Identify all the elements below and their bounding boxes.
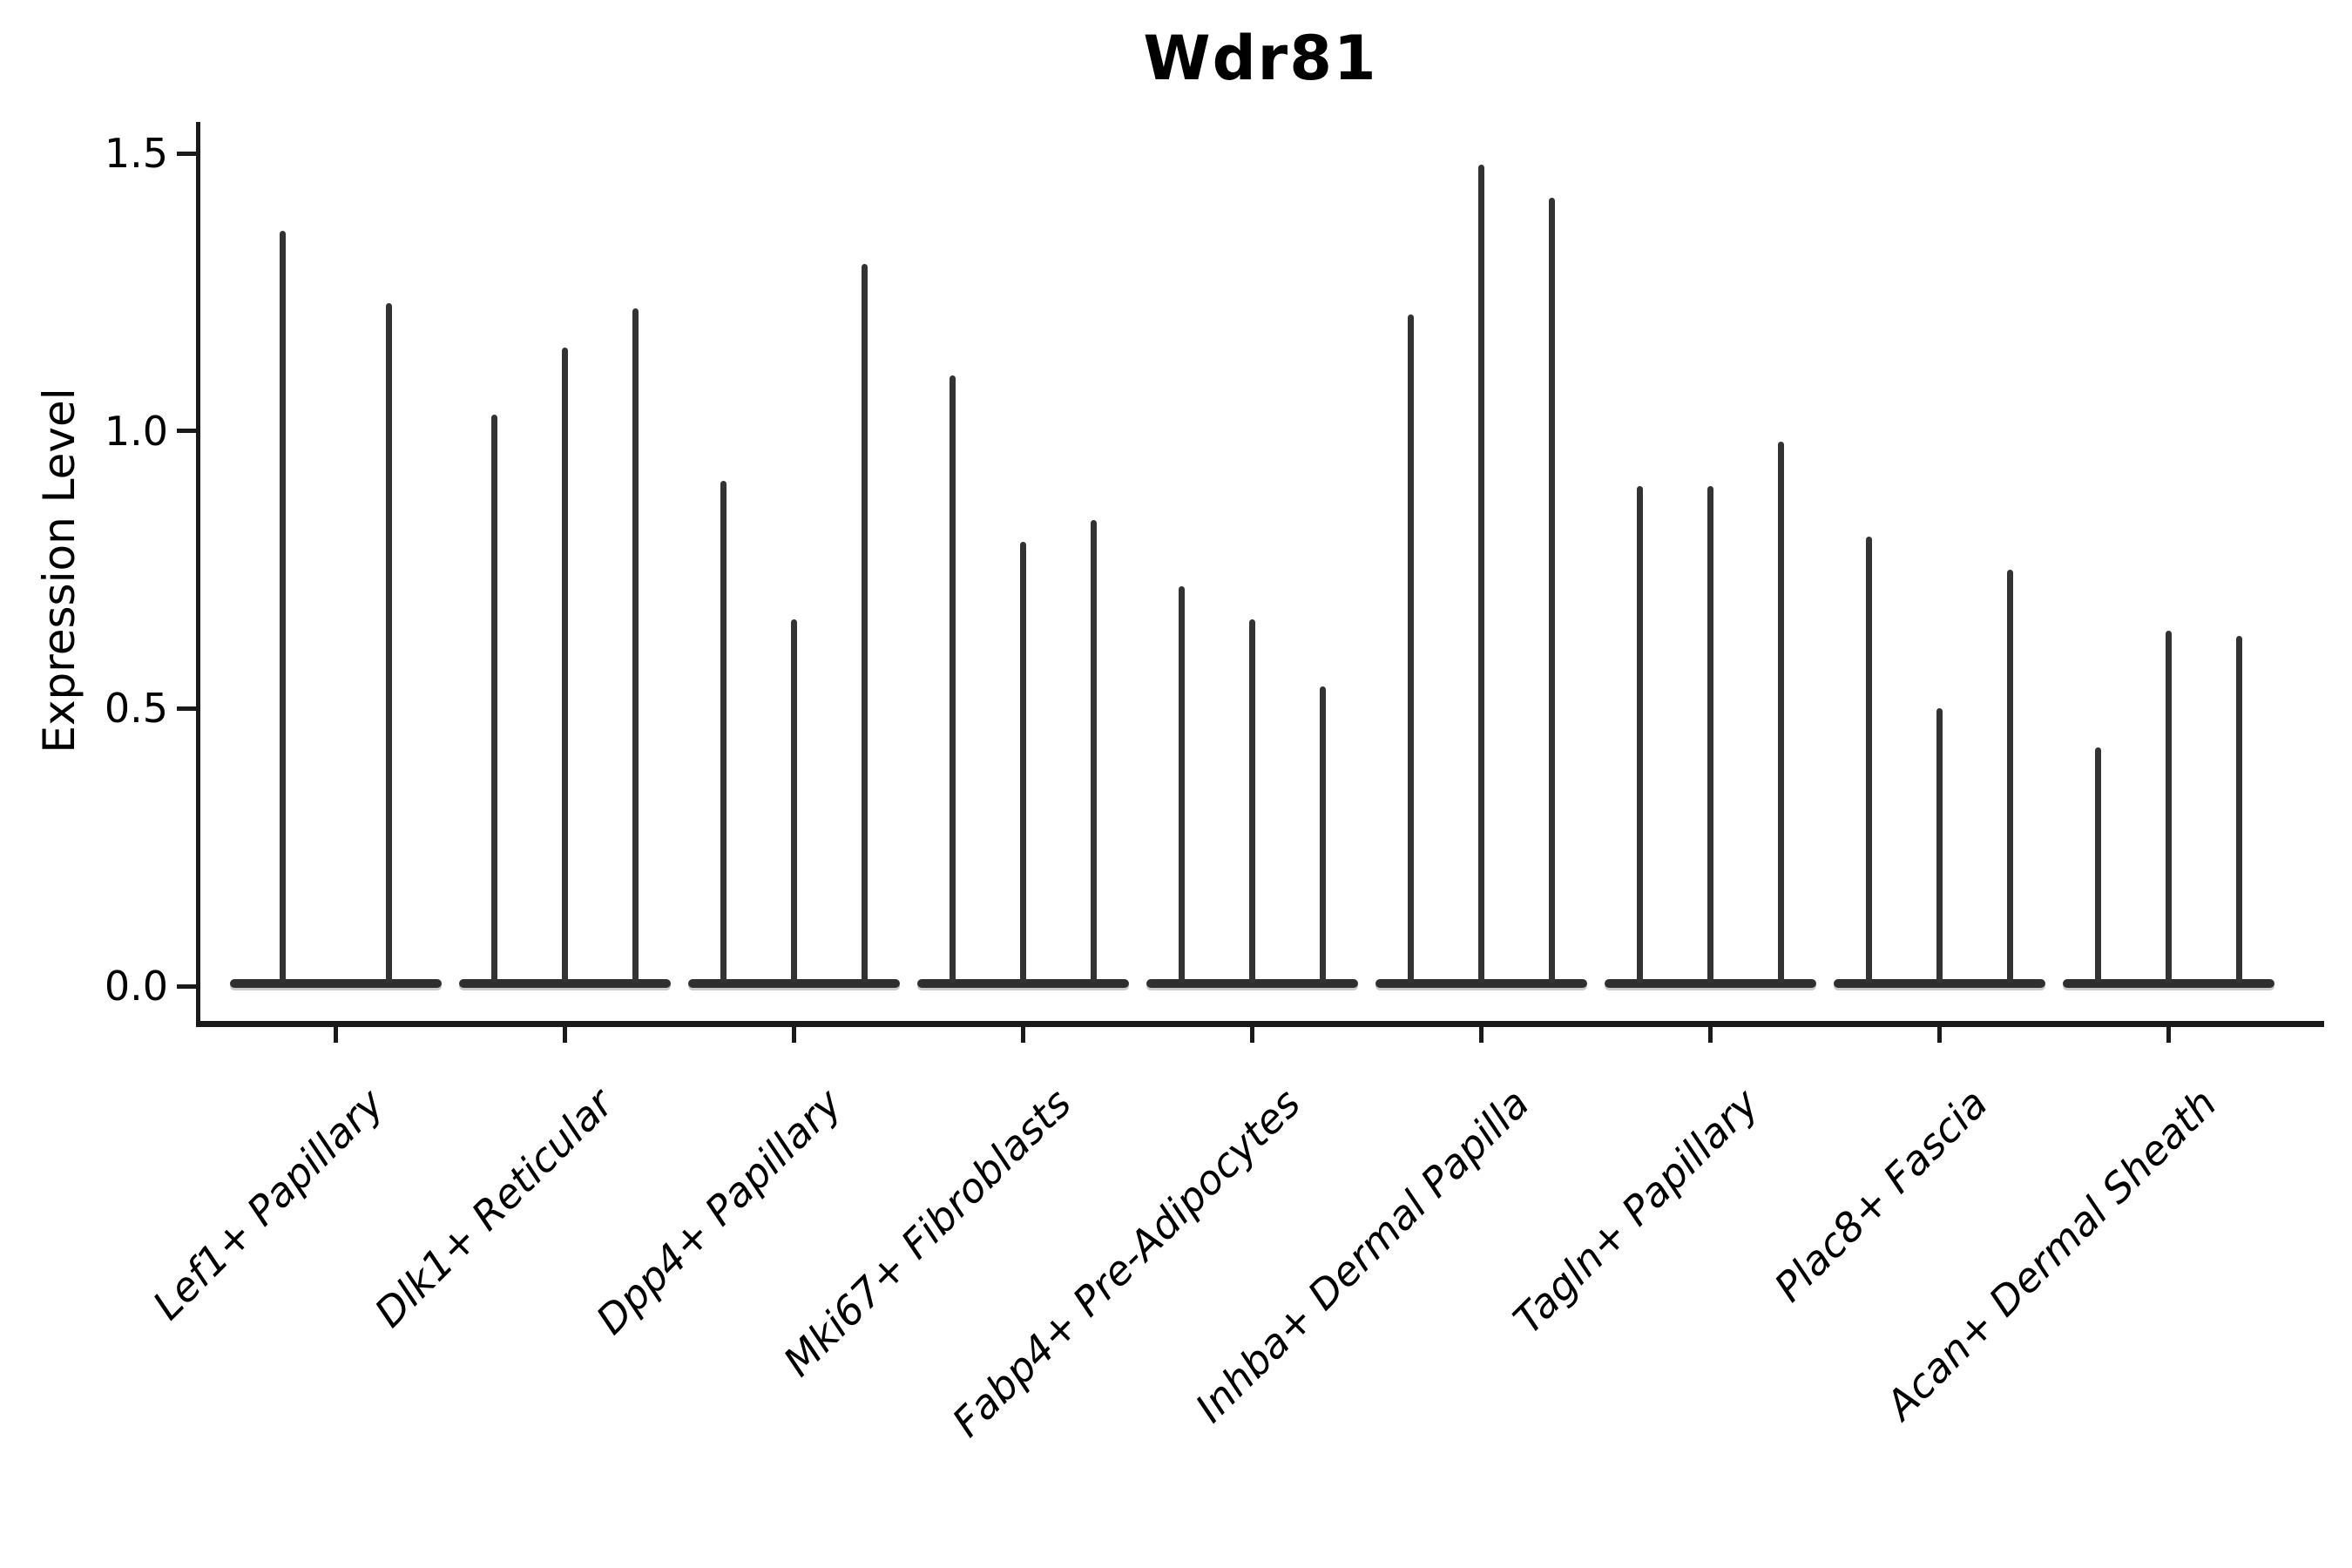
y-tick <box>176 151 196 156</box>
violin-spike <box>791 619 797 983</box>
violin-baseline <box>917 979 1129 988</box>
x-tick <box>2166 1024 2171 1043</box>
x-tick <box>1708 1024 1713 1043</box>
x-tick <box>1250 1024 1254 1043</box>
violin-spike <box>385 303 392 983</box>
violin-spike <box>280 231 287 983</box>
violin-spike <box>1320 686 1326 983</box>
x-tick-label: Tagln+ Papillary <box>1504 1079 1767 1343</box>
violin-baseline <box>1146 979 1358 988</box>
x-tick <box>792 1024 796 1043</box>
violin-baseline <box>459 979 671 988</box>
violin-spike <box>1936 708 1943 983</box>
y-tick-label: 0.5 <box>104 685 168 733</box>
violin-baseline <box>1834 979 2045 988</box>
plot-title: Wdr81 <box>1143 23 1378 94</box>
x-tick-label: Plac8+ Fascia <box>1765 1079 1997 1311</box>
violin-spike <box>1866 536 1872 983</box>
y-tick-label: 1.5 <box>104 130 168 177</box>
violin-baseline <box>2063 979 2274 988</box>
x-tick <box>563 1024 567 1043</box>
y-tick-label: 1.0 <box>104 407 168 455</box>
violin-spike <box>491 414 497 983</box>
y-tick <box>176 706 196 711</box>
violin-spike <box>562 348 568 983</box>
violin-spike <box>2095 747 2101 983</box>
x-tick <box>1021 1024 1025 1043</box>
x-tick-label: Dpp4+ Papillary <box>587 1079 851 1343</box>
y-tick <box>176 429 196 434</box>
violin-spike <box>950 375 956 983</box>
violin-spike <box>862 264 868 983</box>
violin-spike <box>2007 570 2013 983</box>
x-axis-spine <box>195 1020 2324 1027</box>
x-tick <box>1937 1024 1942 1043</box>
x-tick <box>334 1024 338 1043</box>
violin-spike <box>1020 542 1026 983</box>
violin-spike <box>1707 486 1713 983</box>
violin-spike <box>1637 486 1643 983</box>
y-tick <box>176 983 196 989</box>
violin-spike <box>1179 586 1185 983</box>
violin-baseline <box>1605 979 1816 988</box>
violin-baseline <box>230 979 442 988</box>
violin-baseline <box>688 979 900 988</box>
violin-spike <box>1408 314 1414 983</box>
x-tick-label: Lef1+ Papillary <box>144 1079 393 1329</box>
violin-spike <box>2236 636 2242 983</box>
violin-spike <box>1778 442 1784 983</box>
violin-spike <box>632 308 639 983</box>
violin-spike <box>1549 197 1555 983</box>
violin-spike <box>1091 519 1097 983</box>
violin-baseline <box>1375 979 1587 988</box>
violin-spike <box>1478 164 1484 983</box>
violin-spike <box>1249 619 1255 983</box>
y-axis-label: Expression Level <box>34 388 84 754</box>
y-tick-label: 0.0 <box>104 963 168 1010</box>
violin-spike <box>720 481 727 983</box>
y-axis-spine <box>195 122 200 1027</box>
violin-spike <box>2166 631 2172 983</box>
x-tick-label: Dlk1+ Reticular <box>365 1079 622 1336</box>
x-tick <box>1479 1024 1484 1043</box>
